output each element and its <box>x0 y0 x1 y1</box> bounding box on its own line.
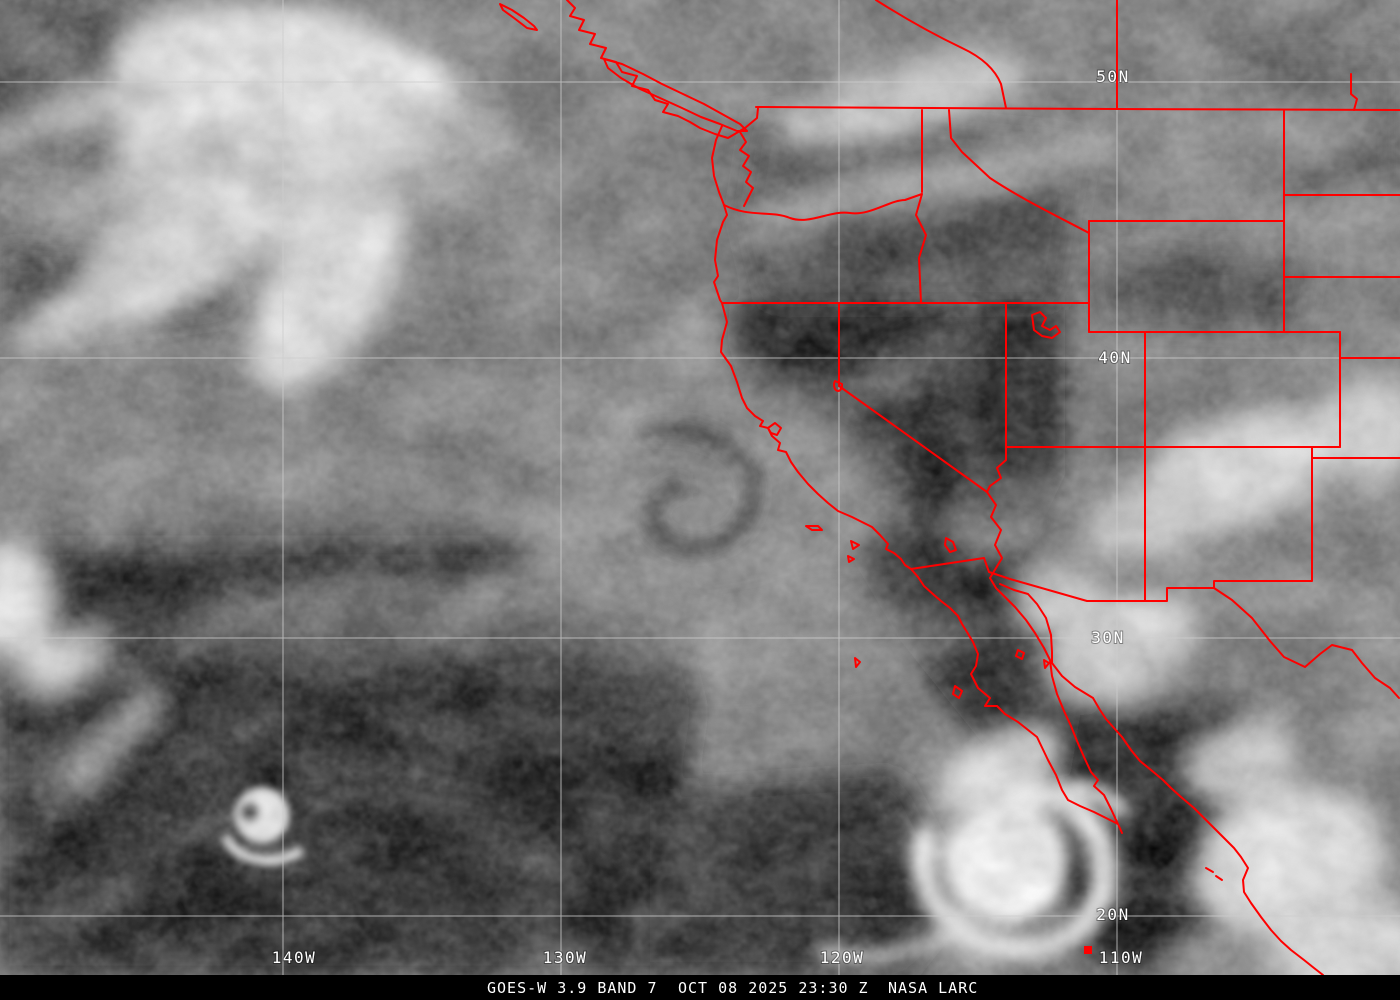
product-label: GOES-W 3.9 BAND 7 <box>487 979 658 997</box>
lon-label-130w: 130W <box>543 948 588 967</box>
guadalupe-island <box>854 657 861 668</box>
washington-oregon-border <box>723 193 927 304</box>
lat-label-30n: 30N <box>1091 628 1124 647</box>
map-overlay <box>499 0 1400 976</box>
islas-marias <box>1205 867 1223 881</box>
bc-coastline <box>566 0 759 139</box>
gulf-islands <box>1015 649 1050 669</box>
haida-gwaii <box>499 3 538 31</box>
lon-label-120w: 120W <box>820 948 865 967</box>
graticule-lines <box>0 0 1400 975</box>
vancouver-island <box>603 58 748 132</box>
credit-label: NASA LARC <box>888 979 978 997</box>
great-salt-lake <box>1031 311 1061 339</box>
baja-california <box>910 568 1123 834</box>
salton-sea <box>944 537 957 553</box>
saskatchewan-manitoba-border <box>1350 73 1358 111</box>
san-francisco-bay <box>767 422 782 436</box>
puget-sound <box>739 131 754 207</box>
lon-label-140w: 140W <box>272 948 317 967</box>
timestamp-label: OCT 08 2025 23:30 Z <box>678 979 869 997</box>
channel-islands <box>805 525 860 563</box>
lat-label-50n: 50N <box>1096 67 1129 86</box>
mexico-mainland-coast <box>999 583 1324 976</box>
status-bar: GOES-W 3.9 BAND 7 OCT 08 2025 23:30 Z NA… <box>0 975 1400 1000</box>
lat-label-20n: 20N <box>1096 905 1129 924</box>
pacific-coastline <box>711 125 912 570</box>
lat-label-40n: 40N <box>1098 348 1131 367</box>
bc-alberta-border <box>875 0 1007 109</box>
lake-tahoe <box>833 380 844 392</box>
idaho-montana-border <box>948 109 1090 234</box>
lon-label-110w: 110W <box>1099 948 1144 967</box>
cedros-island <box>952 685 963 699</box>
california-nevada-border <box>838 302 1003 579</box>
us-mexico-border <box>910 557 1215 602</box>
rio-grande <box>1213 587 1400 699</box>
graticule-labels: 50N 40N 30N 20N 140W 130W 120W 110W <box>271 66 1144 968</box>
storm-position-marker <box>1084 946 1092 954</box>
